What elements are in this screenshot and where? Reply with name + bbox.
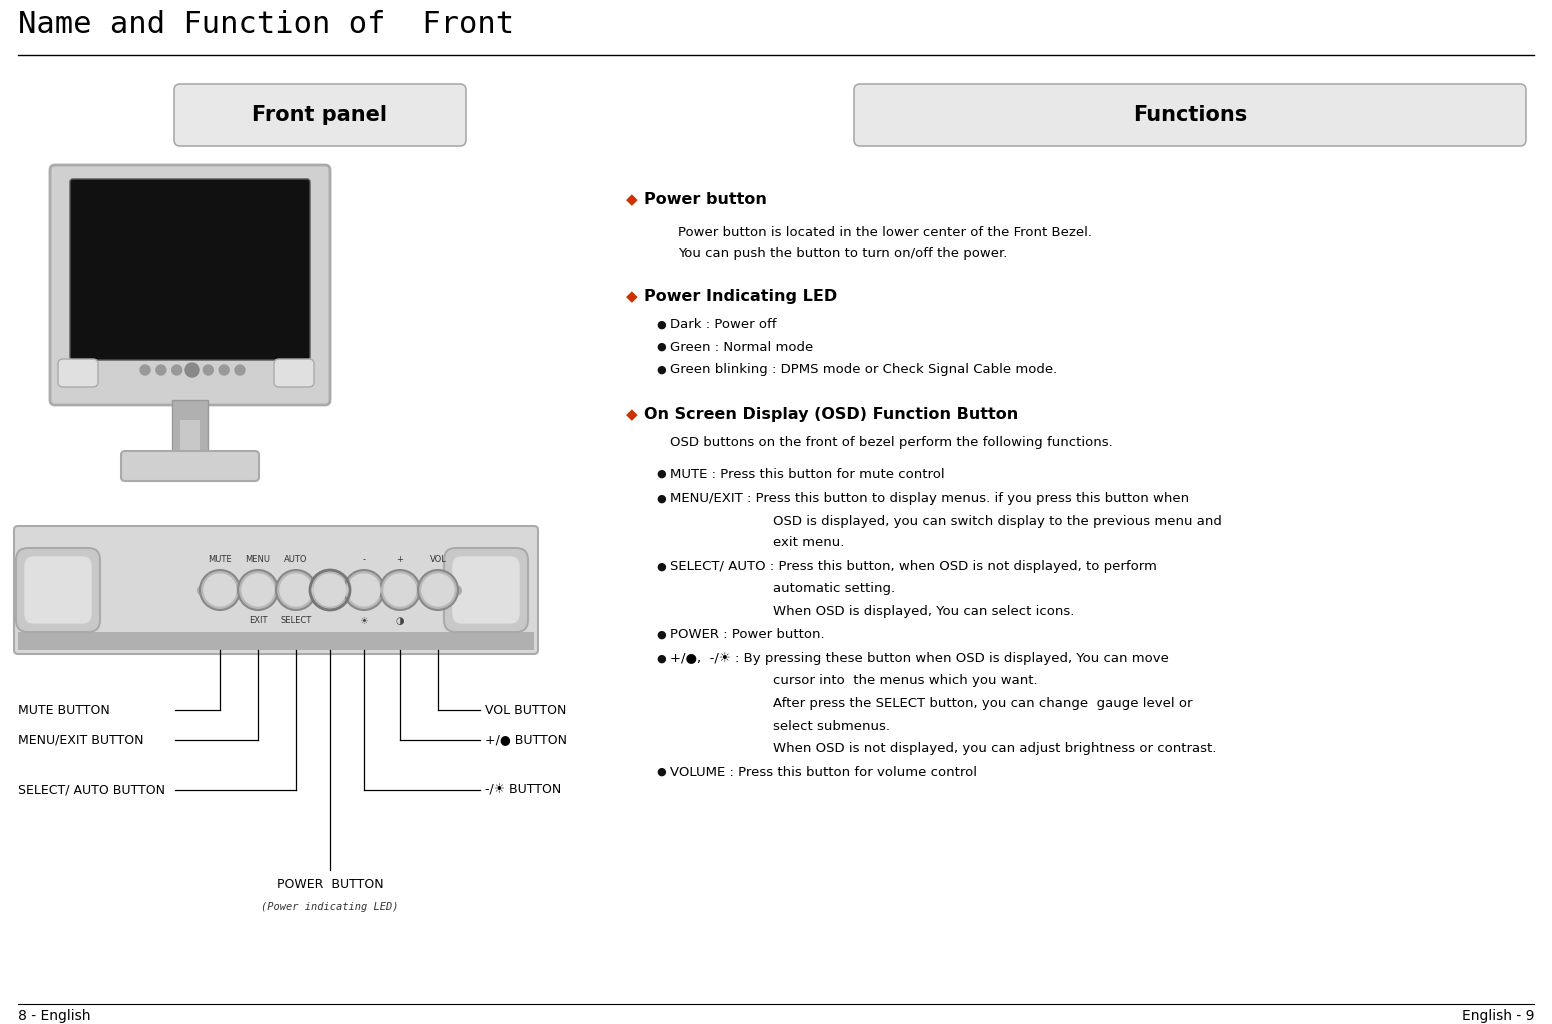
Text: OSD buttons on the front of bezel perform the following functions.: OSD buttons on the front of bezel perfor… bbox=[670, 436, 1113, 449]
FancyBboxPatch shape bbox=[854, 84, 1526, 146]
Text: ●: ● bbox=[656, 630, 666, 640]
Text: cursor into  the menus which you want.: cursor into the menus which you want. bbox=[773, 675, 1038, 687]
Circle shape bbox=[380, 570, 421, 610]
Text: VOL: VOL bbox=[430, 555, 447, 564]
Text: MUTE: MUTE bbox=[208, 555, 231, 564]
Text: MENU: MENU bbox=[245, 555, 270, 564]
Text: MUTE BUTTON: MUTE BUTTON bbox=[19, 703, 110, 717]
Text: ●: ● bbox=[656, 319, 666, 330]
Circle shape bbox=[345, 570, 383, 610]
Text: ●: ● bbox=[656, 653, 666, 664]
Text: Power Indicating LED: Power Indicating LED bbox=[644, 290, 838, 304]
Text: ●: ● bbox=[656, 767, 666, 777]
Text: -/☀ BUTTON: -/☀ BUTTON bbox=[484, 783, 562, 797]
Bar bbox=[172, 400, 208, 455]
Text: OSD is displayed, you can switch display to the previous menu and: OSD is displayed, you can switch display… bbox=[773, 515, 1221, 527]
Circle shape bbox=[279, 574, 312, 606]
Text: +/● BUTTON: +/● BUTTON bbox=[484, 733, 566, 746]
Text: SELECT/ AUTO : Press this button, when OSD is not displayed, to perform: SELECT/ AUTO : Press this button, when O… bbox=[670, 560, 1158, 572]
FancyBboxPatch shape bbox=[174, 84, 466, 146]
FancyBboxPatch shape bbox=[121, 451, 259, 481]
Text: VOL BUTTON: VOL BUTTON bbox=[484, 703, 566, 717]
Text: When OSD is displayed, You can select icons.: When OSD is displayed, You can select ic… bbox=[773, 605, 1074, 617]
Text: SELECT: SELECT bbox=[281, 616, 312, 625]
Circle shape bbox=[276, 570, 317, 610]
Text: VOLUME : Press this button for volume control: VOLUME : Press this button for volume co… bbox=[670, 766, 978, 778]
FancyBboxPatch shape bbox=[14, 526, 539, 654]
Text: select submenus.: select submenus. bbox=[773, 720, 889, 732]
Circle shape bbox=[203, 574, 236, 606]
Circle shape bbox=[219, 365, 230, 375]
Circle shape bbox=[237, 570, 278, 610]
Text: 8 - English: 8 - English bbox=[19, 1009, 90, 1023]
Text: ☀: ☀ bbox=[360, 616, 368, 626]
Text: (Power indicating LED): (Power indicating LED) bbox=[261, 902, 399, 912]
FancyBboxPatch shape bbox=[50, 165, 331, 406]
Circle shape bbox=[203, 365, 213, 375]
Text: When OSD is not displayed, you can adjust brightness or contrast.: When OSD is not displayed, you can adjus… bbox=[773, 742, 1217, 755]
Text: You can push the button to turn on/off the power.: You can push the button to turn on/off t… bbox=[678, 248, 1007, 260]
Text: POWER  BUTTON: POWER BUTTON bbox=[276, 878, 383, 891]
Circle shape bbox=[417, 570, 458, 610]
FancyBboxPatch shape bbox=[70, 179, 310, 360]
Text: +/●,  -/☀ : By pressing these button when OSD is displayed, You can move: +/●, -/☀ : By pressing these button when… bbox=[670, 652, 1169, 665]
Text: SELECT/ AUTO BUTTON: SELECT/ AUTO BUTTON bbox=[19, 783, 165, 797]
Text: ●: ● bbox=[656, 342, 666, 352]
Circle shape bbox=[422, 574, 455, 606]
Text: MUTE : Press this button for mute control: MUTE : Press this button for mute contro… bbox=[670, 468, 945, 480]
Text: Name and Function of  Front: Name and Function of Front bbox=[19, 10, 514, 39]
FancyBboxPatch shape bbox=[444, 548, 528, 632]
Text: automatic setting.: automatic setting. bbox=[773, 583, 896, 595]
Text: English - 9: English - 9 bbox=[1462, 1009, 1533, 1023]
Text: ◆: ◆ bbox=[625, 290, 638, 304]
Text: ●: ● bbox=[656, 469, 666, 479]
Circle shape bbox=[310, 570, 351, 610]
Bar bbox=[180, 420, 200, 450]
Text: ●: ● bbox=[656, 494, 666, 504]
Text: On Screen Display (OSD) Function Button: On Screen Display (OSD) Function Button bbox=[644, 408, 1018, 422]
Text: -: - bbox=[363, 555, 366, 564]
FancyBboxPatch shape bbox=[275, 359, 314, 387]
FancyBboxPatch shape bbox=[452, 556, 520, 624]
Text: Power button: Power button bbox=[644, 193, 767, 207]
Circle shape bbox=[140, 365, 151, 375]
FancyBboxPatch shape bbox=[23, 556, 92, 624]
Circle shape bbox=[185, 362, 199, 377]
Text: Power button is located in the lower center of the Front Bezel.: Power button is located in the lower cen… bbox=[678, 226, 1093, 239]
Text: ●: ● bbox=[656, 365, 666, 375]
Text: ◆: ◆ bbox=[625, 193, 638, 207]
Circle shape bbox=[234, 365, 245, 375]
Circle shape bbox=[172, 365, 182, 375]
Text: Green blinking : DPMS mode or Check Signal Cable mode.: Green blinking : DPMS mode or Check Sign… bbox=[670, 364, 1058, 376]
Text: MENU/EXIT BUTTON: MENU/EXIT BUTTON bbox=[19, 733, 143, 746]
FancyBboxPatch shape bbox=[19, 632, 534, 650]
Text: ◆: ◆ bbox=[625, 408, 638, 422]
Text: exit menu.: exit menu. bbox=[773, 537, 844, 549]
Text: Functions: Functions bbox=[1133, 105, 1248, 125]
Text: Front panel: Front panel bbox=[253, 105, 388, 125]
Text: MENU/EXIT : Press this button to display menus. if you press this button when: MENU/EXIT : Press this button to display… bbox=[670, 493, 1189, 505]
Text: POWER : Power button.: POWER : Power button. bbox=[670, 629, 826, 641]
Text: After press the SELECT button, you can change  gauge level or: After press the SELECT button, you can c… bbox=[773, 697, 1192, 710]
Circle shape bbox=[383, 574, 416, 606]
Text: +: + bbox=[397, 555, 404, 564]
FancyBboxPatch shape bbox=[57, 359, 98, 387]
Text: EXIT: EXIT bbox=[248, 616, 267, 625]
Circle shape bbox=[348, 574, 380, 606]
Text: ●: ● bbox=[656, 561, 666, 571]
Text: Dark : Power off: Dark : Power off bbox=[670, 318, 778, 331]
Circle shape bbox=[314, 574, 346, 606]
Circle shape bbox=[188, 365, 197, 375]
Text: AUTO: AUTO bbox=[284, 555, 307, 564]
Text: Green : Normal mode: Green : Normal mode bbox=[670, 341, 813, 353]
Circle shape bbox=[155, 365, 166, 375]
Text: ◑: ◑ bbox=[396, 616, 404, 626]
FancyBboxPatch shape bbox=[16, 548, 99, 632]
Circle shape bbox=[200, 570, 241, 610]
Circle shape bbox=[242, 574, 275, 606]
